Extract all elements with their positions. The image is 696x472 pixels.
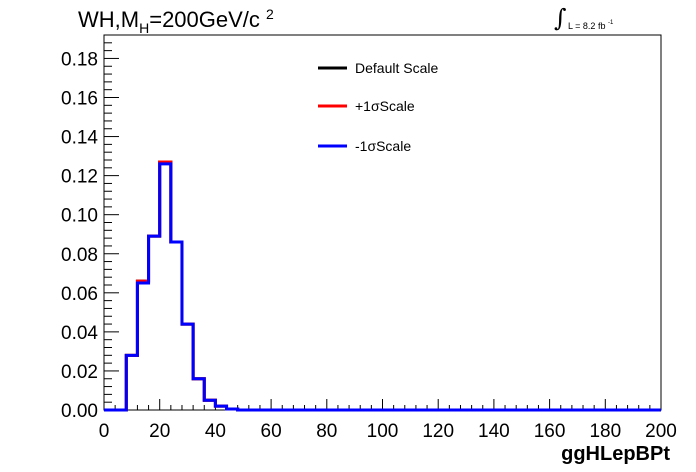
y-axis-ticks: 0.00 0.02 0.04 0.06 0.08 0.10 0.12 0.14 0.16 0.18 bbox=[61, 34, 119, 422]
legend-label: +1σScale bbox=[355, 98, 415, 114]
x-tick-label: 100 bbox=[367, 421, 399, 442]
x-tick-label: 20 bbox=[149, 421, 170, 442]
x-axis-ticks: 0 20 40 60 80 100 120 140 160 180 200 bbox=[99, 399, 677, 442]
x-tick-label: 200 bbox=[645, 421, 677, 442]
luminosity-text: L = 8.2 fb bbox=[568, 21, 606, 31]
y-tick-label: 0.02 bbox=[61, 362, 98, 383]
y-tick-label: 0.12 bbox=[61, 167, 98, 188]
series-line bbox=[104, 160, 661, 412]
y-tick-label: 0.14 bbox=[61, 128, 98, 149]
y-tick-label: 0.04 bbox=[61, 323, 98, 344]
x-tick-label: 0 bbox=[99, 421, 110, 442]
integral-symbol: ∫ bbox=[554, 4, 567, 32]
plot-title: WH,MH=200GeV/c 2 bbox=[78, 6, 274, 36]
x-tick-label: 180 bbox=[589, 421, 621, 442]
x-tick-label: 120 bbox=[422, 421, 454, 442]
plot-frame bbox=[103, 34, 662, 411]
y-tick-label: 0.18 bbox=[61, 49, 98, 70]
x-axis-label: ggHLepBPt bbox=[561, 443, 670, 465]
x-tick-label: 40 bbox=[205, 421, 226, 442]
x-tick-label: 160 bbox=[534, 421, 566, 442]
legend-label: Default Scale bbox=[355, 60, 438, 76]
y-tick-label: 0.06 bbox=[61, 284, 98, 305]
y-tick-label: 0.16 bbox=[61, 89, 98, 110]
x-tick-label: 60 bbox=[261, 421, 282, 442]
series-line bbox=[104, 162, 661, 412]
y-tick-label: 0.08 bbox=[61, 245, 98, 266]
y-tick-label: 0.00 bbox=[61, 401, 98, 422]
x-tick-label: 140 bbox=[478, 421, 510, 442]
legend: Default Scale +1σScale -1σScale bbox=[318, 60, 438, 154]
series-lines bbox=[104, 160, 661, 412]
series-line bbox=[104, 160, 661, 412]
legend-label: -1σScale bbox=[355, 138, 411, 154]
y-tick-label: 0.10 bbox=[61, 206, 98, 227]
x-tick-label: 80 bbox=[316, 421, 337, 442]
